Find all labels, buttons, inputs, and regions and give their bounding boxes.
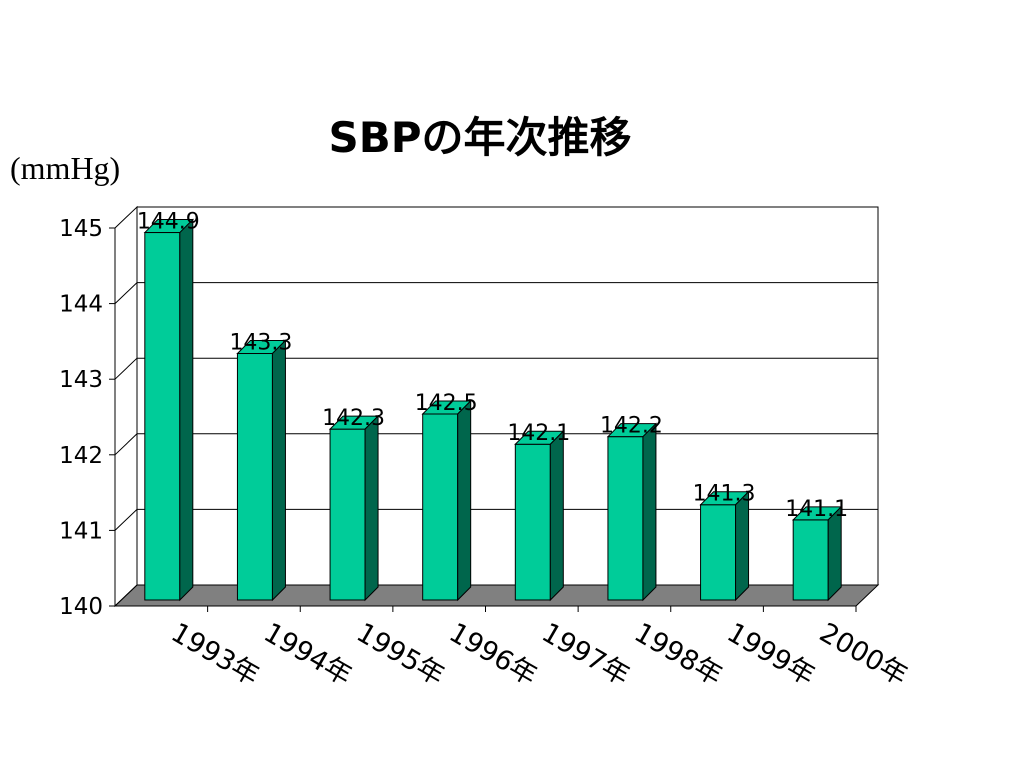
bar-side xyxy=(549,430,564,602)
y-axis-ticks: 140 141 142 143 144 145 xyxy=(59,216,115,620)
y-tick-label: 144 xyxy=(59,292,103,318)
x-tick-label: 1993年 xyxy=(166,617,264,692)
bar-front xyxy=(329,428,366,601)
bar-side xyxy=(642,422,657,602)
bar-front xyxy=(144,232,181,601)
bar-front xyxy=(422,413,459,601)
bar xyxy=(421,399,472,602)
gridlines xyxy=(114,282,878,531)
data-label: 141.3 xyxy=(693,482,756,507)
x-tick-label: 2000年 xyxy=(814,617,912,692)
gridline xyxy=(114,433,878,456)
x-tick-label: 1999年 xyxy=(722,617,820,692)
bar-front xyxy=(236,353,273,601)
x-tick-label: 1998年 xyxy=(629,617,727,692)
data-label: 142.3 xyxy=(322,406,385,431)
data-label: 141.1 xyxy=(785,497,848,522)
bar xyxy=(791,505,843,602)
data-label: 143.3 xyxy=(229,331,292,356)
gridline xyxy=(114,357,878,380)
y-axis-unit-label: (mmHg) xyxy=(10,150,121,186)
bar-side xyxy=(271,339,286,602)
bar-side xyxy=(457,399,472,602)
bar-front xyxy=(792,519,829,601)
bar xyxy=(143,218,195,602)
gridline xyxy=(114,282,878,304)
bar xyxy=(514,430,565,602)
x-tick-label: 1996年 xyxy=(444,617,542,692)
bar-front xyxy=(514,443,551,601)
y-tick-label: 140 xyxy=(59,594,103,620)
data-label: 142.2 xyxy=(600,414,663,439)
data-label: 142.5 xyxy=(415,391,478,416)
data-label: 144.9 xyxy=(137,210,200,235)
y-tick-label: 142 xyxy=(59,443,103,469)
bar-side xyxy=(735,490,750,602)
gridline xyxy=(114,508,878,531)
bar xyxy=(606,422,658,602)
data-label: 142.1 xyxy=(507,421,570,446)
y-tick-label: 141 xyxy=(59,518,103,544)
y-tick-label: 145 xyxy=(59,216,103,242)
data-labels: 144.9 143.3 142.3 142.5 142.1 142.2 141.3 141.1 xyxy=(137,210,848,522)
bar-side xyxy=(179,218,194,602)
bar xyxy=(236,339,287,602)
bars xyxy=(143,218,843,602)
bar-front xyxy=(700,504,737,601)
bar-side xyxy=(364,414,379,602)
x-tick-label: 1995年 xyxy=(351,617,449,692)
chart-frame xyxy=(113,205,880,608)
bar-front xyxy=(607,436,644,601)
x-tick-label: 1994年 xyxy=(258,617,356,692)
bar-side xyxy=(827,505,842,602)
chart-title: SBPの年次推移 xyxy=(328,113,632,162)
bar xyxy=(328,414,380,602)
bar xyxy=(699,490,750,602)
y-tick-label: 143 xyxy=(59,367,103,393)
chart-floor xyxy=(113,584,880,607)
x-tick-label: 1997年 xyxy=(536,617,634,692)
side-wall xyxy=(114,205,138,608)
